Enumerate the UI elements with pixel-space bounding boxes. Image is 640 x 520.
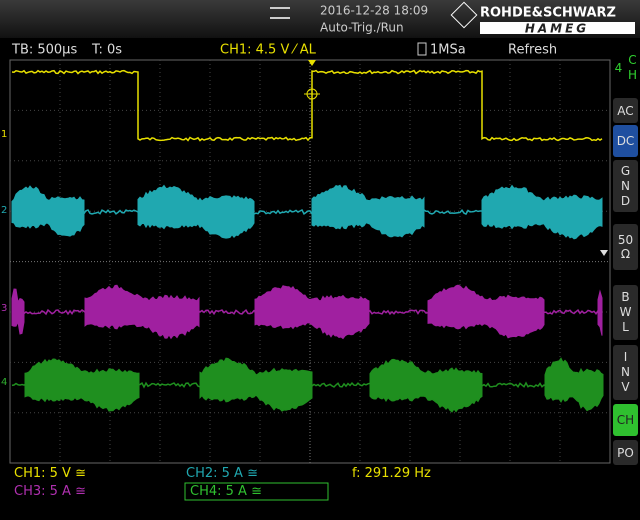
trigger-time: T: 0s: [91, 43, 122, 58]
waveform-burst: [597, 289, 603, 336]
waveform-burst: [11, 185, 85, 237]
channel-marker: 1: [1, 129, 7, 140]
menu-item[interactable]: 50 Ω: [613, 224, 638, 270]
waveform-burst: [24, 358, 140, 412]
waveform-burst: [137, 184, 255, 239]
channel-marker: 4: [1, 377, 7, 388]
offset-marker: [600, 250, 608, 256]
trigger-crosshair: [304, 86, 320, 102]
ch4-scale: CH4: 5 A ≅: [190, 484, 262, 499]
waveform-burst: [199, 357, 313, 412]
waveform-burst: [254, 285, 370, 340]
menu-item[interactable]: PO: [613, 440, 638, 465]
channel-marker: 3: [1, 303, 7, 314]
timebase: TB: 500µs: [11, 43, 77, 58]
acq-mode: Refresh: [508, 43, 557, 58]
menu-item[interactable]: BWL: [613, 285, 638, 340]
logo-diamond: [450, 1, 478, 29]
menu-title: CH 4: [611, 53, 640, 83]
waveforms: [11, 69, 604, 413]
waveform-ch1: [11, 69, 603, 142]
channel-marker: 2: [1, 205, 7, 216]
trigger-setting: CH1: 4.5 V ⁄ AL: [220, 43, 317, 58]
waveform-burst: [544, 357, 604, 412]
waveform-burst: [84, 284, 200, 340]
ch2-scale: CH2: 5 A ≅: [186, 466, 258, 481]
ch4-selected-box: [184, 482, 329, 501]
menu-item[interactable]: GND: [613, 160, 638, 212]
icon: [270, 7, 290, 19]
menu-item[interactable]: INV: [613, 345, 638, 400]
frequency: f: 291.29 Hz: [352, 466, 431, 481]
ch1-scale: CH1: 5 V ≅: [14, 466, 86, 481]
brand-sub: HAMEG: [525, 22, 589, 36]
menu-item[interactable]: CH: [613, 404, 638, 436]
waveform-burst: [311, 184, 425, 238]
menu-item[interactable]: AC: [613, 98, 638, 123]
brand-bar: [480, 22, 635, 34]
ch3-scale: CH3: 5 A ≅: [14, 484, 86, 499]
sample-rate: 1MSa: [430, 43, 466, 58]
trigger-pos-marker: [308, 60, 316, 66]
waveform-burst: [481, 184, 603, 240]
datetime: 2016-12-28 18:09: [320, 4, 428, 18]
brand: ROHDE&SCHWARZ: [480, 6, 616, 21]
menu-item[interactable]: DC: [613, 125, 638, 157]
waveform-burst: [427, 284, 545, 339]
waveform-burst: [11, 288, 25, 335]
waveform-burst: [369, 358, 483, 413]
memory-icon: [417, 42, 427, 56]
trigger-status: Auto-Trig./Run: [320, 21, 404, 35]
